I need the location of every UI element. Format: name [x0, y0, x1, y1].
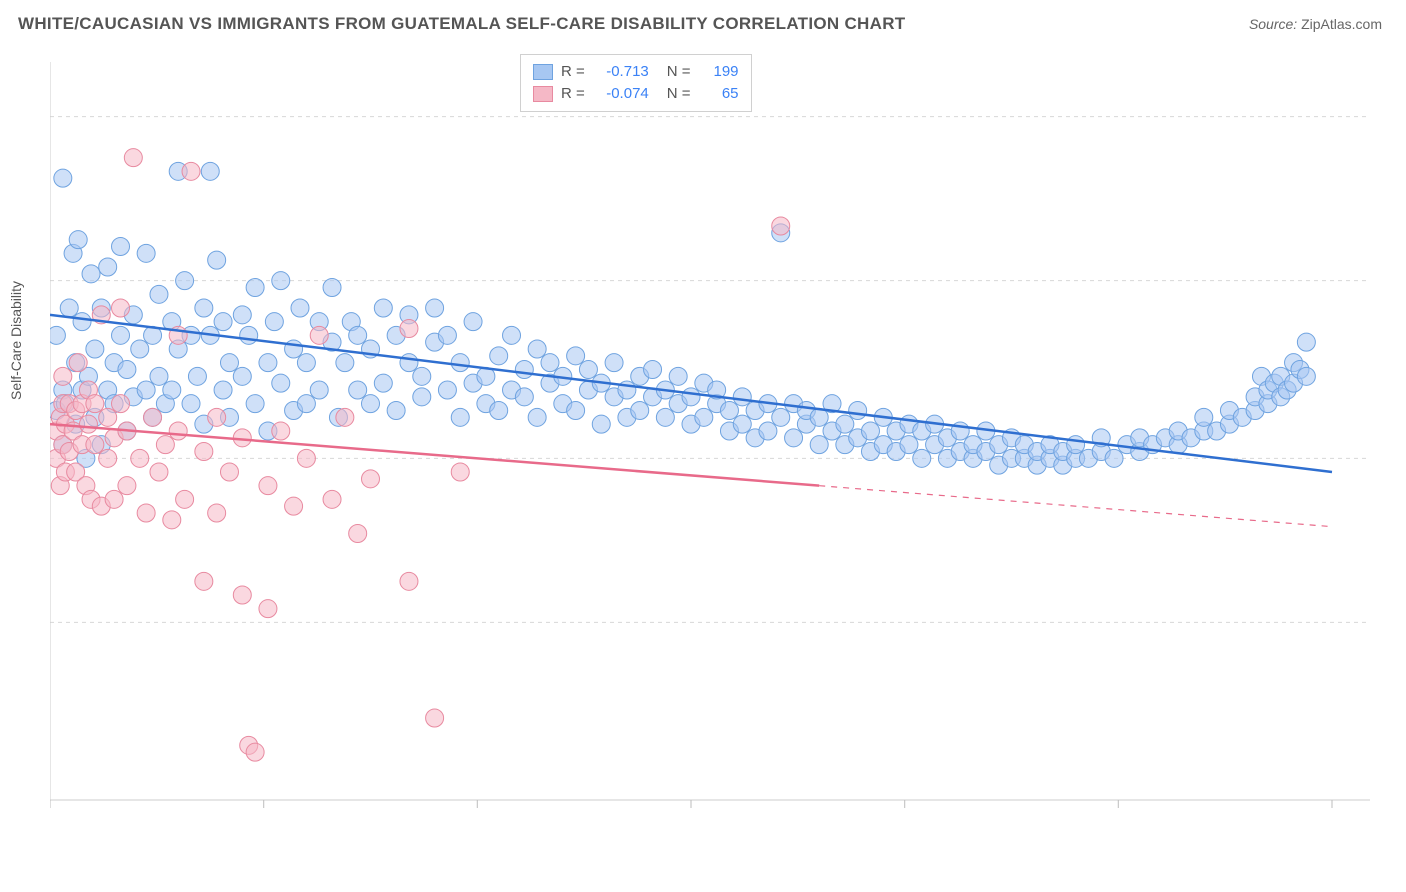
n-label: N = — [667, 83, 691, 105]
source-value: ZipAtlas.com — [1301, 16, 1382, 32]
source: Source: ZipAtlas.com — [1249, 16, 1382, 32]
stats-row: R = -0.713 N = 199 — [533, 61, 739, 83]
r-value: -0.713 — [593, 61, 649, 83]
y-axis-label: Self-Care Disability — [8, 281, 24, 400]
chart-title: WHITE/CAUCASIAN VS IMMIGRANTS FROM GUATE… — [18, 14, 905, 34]
scatter-svg — [50, 48, 1380, 836]
n-value: 65 — [699, 83, 739, 105]
r-value: -0.074 — [593, 83, 649, 105]
r-label: R = — [561, 61, 585, 83]
swatch-icon — [533, 86, 553, 102]
source-label: Source: — [1249, 16, 1297, 32]
n-label: N = — [667, 61, 691, 83]
n-value: 199 — [699, 61, 739, 83]
plot-area: R = -0.713 N = 199 R = -0.074 N = 65 con… — [50, 48, 1380, 836]
r-label: R = — [561, 83, 585, 105]
swatch-icon — [533, 64, 553, 80]
stats-row: R = -0.074 N = 65 — [533, 83, 739, 105]
stats-legend: R = -0.713 N = 199 R = -0.074 N = 65 — [520, 54, 752, 112]
